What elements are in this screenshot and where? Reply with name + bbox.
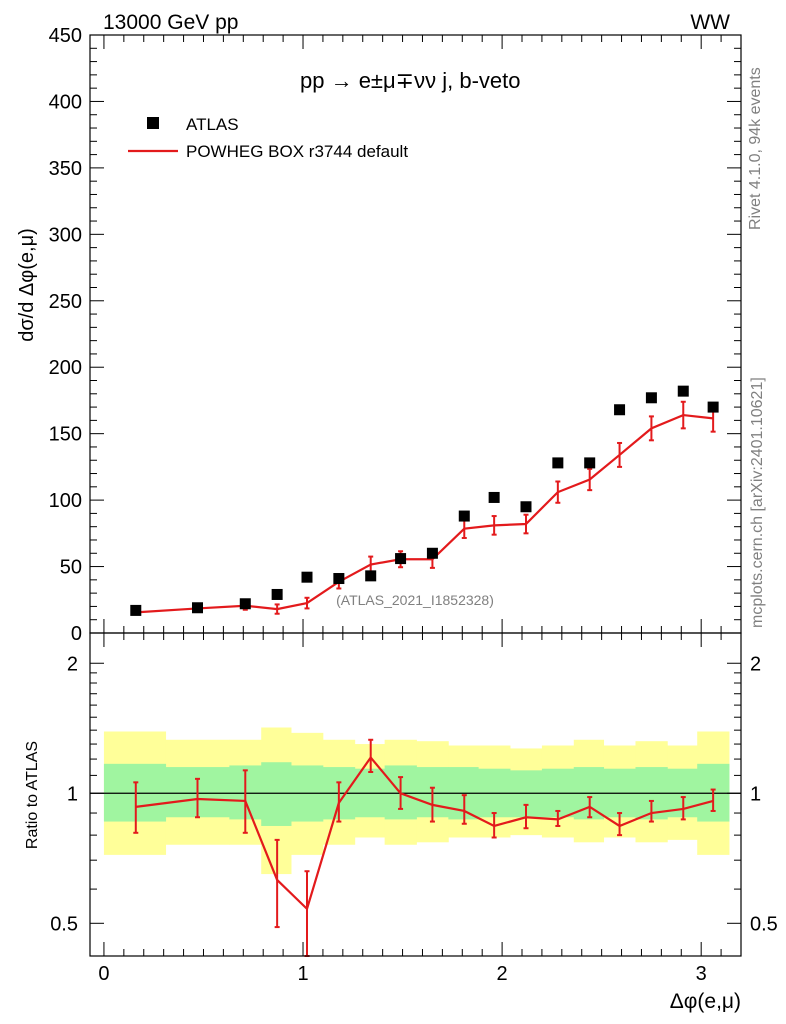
ratio-ylabel: Ratio to ATLAS <box>24 741 41 849</box>
ratio-y-tick-label-right: 2 <box>750 653 761 675</box>
y-tick-label: 450 <box>49 25 82 47</box>
data-point <box>130 604 142 616</box>
ratio-panel: 0.5 0.5 1 1 2 2 0 1 2 3 Ratio to ATLAS Δφ(e,μ) <box>24 632 778 1013</box>
y-tick-label: 300 <box>49 224 82 246</box>
header-left-label: 13000 GeV pp <box>103 11 238 34</box>
x-tick-label: 1 <box>297 963 308 985</box>
data-point <box>488 491 500 503</box>
data-point <box>426 547 438 559</box>
data-point <box>395 553 407 565</box>
ratio-plot-content <box>90 727 741 957</box>
ratio-y-tick-label-left: 1 <box>67 783 78 805</box>
y-tick-label: 400 <box>49 91 82 113</box>
y-tick-label: 250 <box>49 291 82 313</box>
x-axis-label: Δφ(e,μ) <box>670 990 741 1013</box>
mcplots-source-label: mcplots.cern.ch [arXiv:2401.10621] <box>749 377 766 628</box>
data-point <box>584 457 596 469</box>
legend-mc-label: POWHEG BOX r3744 default <box>186 142 408 161</box>
main-panel: 0 50 100 150 200 250 300 350 400 450 pp → e±μ∓νν … <box>16 25 742 645</box>
data-point <box>645 392 657 404</box>
legend: ATLAS POWHEG BOX r3744 default <box>128 115 408 161</box>
ratio-y-tick-label-right: 0.5 <box>750 913 778 935</box>
uncertainty-band-inner <box>261 762 292 826</box>
legend-data-marker <box>147 117 159 129</box>
mc-series-line <box>135 413 714 614</box>
rivet-version-label: Rivet 4.1.0, 94k events <box>747 67 764 230</box>
analysis-watermark: (ATLAS_2021_I1852328) <box>336 592 494 608</box>
data-point <box>271 588 283 600</box>
ratio-y-tick-label-right: 1 <box>750 783 761 805</box>
x-tick-label: 0 <box>98 963 109 985</box>
ratio-series-line <box>135 755 714 911</box>
data-point <box>520 501 532 513</box>
main-title: pp → e±μ∓νν j, b-veto <box>300 68 520 93</box>
data-point <box>239 598 251 610</box>
main-plot-content <box>130 385 719 616</box>
y-tick-label: 50 <box>60 557 82 579</box>
ratio-axis-ticks: 0.5 0.5 1 1 2 2 0 1 2 3 <box>50 633 778 985</box>
legend-data-label: ATLAS <box>186 115 239 134</box>
y-tick-label: 350 <box>49 158 82 180</box>
data-point <box>301 571 313 583</box>
main-axis-ticks: 0 50 100 150 200 250 300 350 400 450 <box>49 25 742 645</box>
data-point <box>552 457 564 469</box>
y-tick-label: 100 <box>49 490 82 512</box>
data-point <box>677 385 689 397</box>
data-point <box>614 404 626 416</box>
ratio-frame <box>89 632 742 957</box>
y-tick-label: 200 <box>49 357 82 379</box>
data-point <box>365 570 377 582</box>
x-tick-label: 3 <box>696 963 707 985</box>
main-ylabel: dσ/d Δφ(e,μ) <box>16 228 38 342</box>
data-point <box>333 573 345 585</box>
ratio-y-tick-label-left: 0.5 <box>50 913 78 935</box>
y-tick-label: 150 <box>49 424 82 446</box>
header-right-label: WW <box>690 11 730 34</box>
data-point <box>707 401 719 413</box>
data-point <box>192 602 204 614</box>
data-point <box>458 510 470 522</box>
x-tick-label: 2 <box>497 963 508 985</box>
y-tick-label: 0 <box>71 623 82 645</box>
ratio-y-tick-label-left: 2 <box>67 653 78 675</box>
